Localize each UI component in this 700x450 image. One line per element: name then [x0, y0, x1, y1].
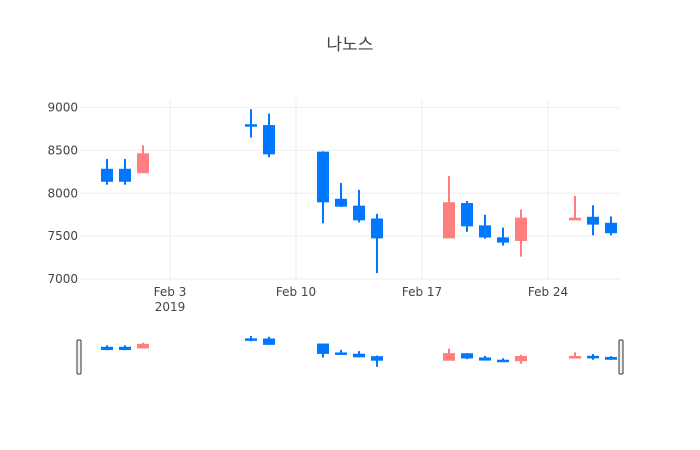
candle — [317, 151, 329, 224]
y-tick-label: 8500 — [47, 143, 78, 157]
candle — [461, 201, 473, 232]
candle — [353, 189, 365, 223]
candle — [263, 113, 275, 158]
candle-body — [353, 205, 365, 221]
candle — [443, 176, 455, 239]
candle-body-mini — [317, 343, 329, 354]
candle-body — [479, 225, 491, 238]
x-tick-label: Feb 17 — [402, 285, 442, 299]
candle-body-mini — [263, 338, 275, 345]
y-tick-label: 8000 — [47, 186, 78, 200]
candle-mini — [605, 356, 617, 360]
candle-body-mini — [101, 346, 113, 351]
candle-mini — [335, 349, 347, 355]
candle — [587, 205, 599, 236]
candle-mini — [479, 355, 491, 361]
candle-body — [263, 125, 275, 155]
range-slider-right-handle[interactable] — [618, 339, 624, 375]
range-slider-left-handle[interactable] — [76, 339, 82, 375]
candle-body-mini — [479, 357, 491, 361]
candle-mini — [137, 342, 149, 349]
candle-body-mini — [353, 353, 365, 358]
candle-mini — [371, 355, 383, 367]
range-slider[interactable] — [76, 335, 624, 375]
candle — [119, 159, 131, 185]
candle-mini — [317, 343, 329, 358]
candle — [245, 109, 257, 138]
candle-body — [317, 151, 329, 203]
candle-mini — [353, 351, 365, 358]
x-tick-year-label: 2019 — [155, 300, 186, 314]
chart-title: 나노스 — [327, 35, 374, 55]
candle-body — [569, 217, 581, 221]
y-tick-label: 7000 — [47, 272, 78, 286]
candle — [605, 216, 617, 236]
candle-body-mini — [461, 353, 473, 359]
candle-body-mini — [245, 338, 257, 341]
candle-body-mini — [443, 353, 455, 361]
candle-body — [335, 198, 347, 207]
candle — [569, 195, 581, 221]
candle-body-mini — [335, 352, 347, 355]
candle-body — [605, 222, 617, 234]
candle-body — [137, 153, 149, 174]
candle-body-mini — [371, 356, 383, 361]
candle — [497, 227, 509, 246]
candle-mini — [101, 345, 113, 351]
candle-body — [119, 168, 131, 182]
range-slider-candles — [101, 335, 617, 367]
candle-mini — [569, 352, 581, 359]
candle-body — [461, 203, 473, 227]
candle-body — [371, 218, 383, 239]
candle-layer — [101, 109, 617, 273]
y-axis: 7000 7500 8000 8500 9000 — [47, 101, 78, 286]
candle-body-mini — [515, 356, 527, 362]
y-tick-label: 9000 — [47, 101, 78, 115]
candle-body — [587, 216, 599, 225]
candle — [479, 214, 491, 239]
candle-body-mini — [569, 356, 581, 359]
candle-body-mini — [137, 343, 149, 349]
candle-mini — [245, 335, 257, 342]
x-tick-label: Feb 3 — [154, 285, 187, 299]
candle-mini — [461, 353, 473, 360]
candle — [101, 159, 113, 185]
candle — [371, 213, 383, 273]
candle-body — [245, 124, 257, 127]
x-tick-label: Feb 24 — [528, 285, 568, 299]
candle-mini — [587, 354, 599, 360]
candle-mini — [497, 358, 509, 363]
candle — [515, 209, 527, 257]
grid-layer — [80, 99, 620, 280]
candle-body — [443, 202, 455, 239]
candle-body — [101, 168, 113, 182]
candle-body-mini — [587, 355, 599, 359]
candle-mini — [443, 348, 455, 361]
y-tick-label: 7500 — [47, 229, 78, 243]
candle-body-mini — [119, 346, 131, 351]
candle — [335, 183, 347, 207]
candle-mini — [263, 336, 275, 346]
candle-body-mini — [497, 359, 509, 363]
candle-body — [497, 237, 509, 243]
candle-mini — [119, 345, 131, 351]
candle-mini — [515, 354, 527, 364]
candle-body-mini — [605, 356, 617, 360]
candle — [137, 145, 149, 174]
x-tick-label: Feb 10 — [276, 285, 316, 299]
candle-body — [515, 217, 527, 241]
